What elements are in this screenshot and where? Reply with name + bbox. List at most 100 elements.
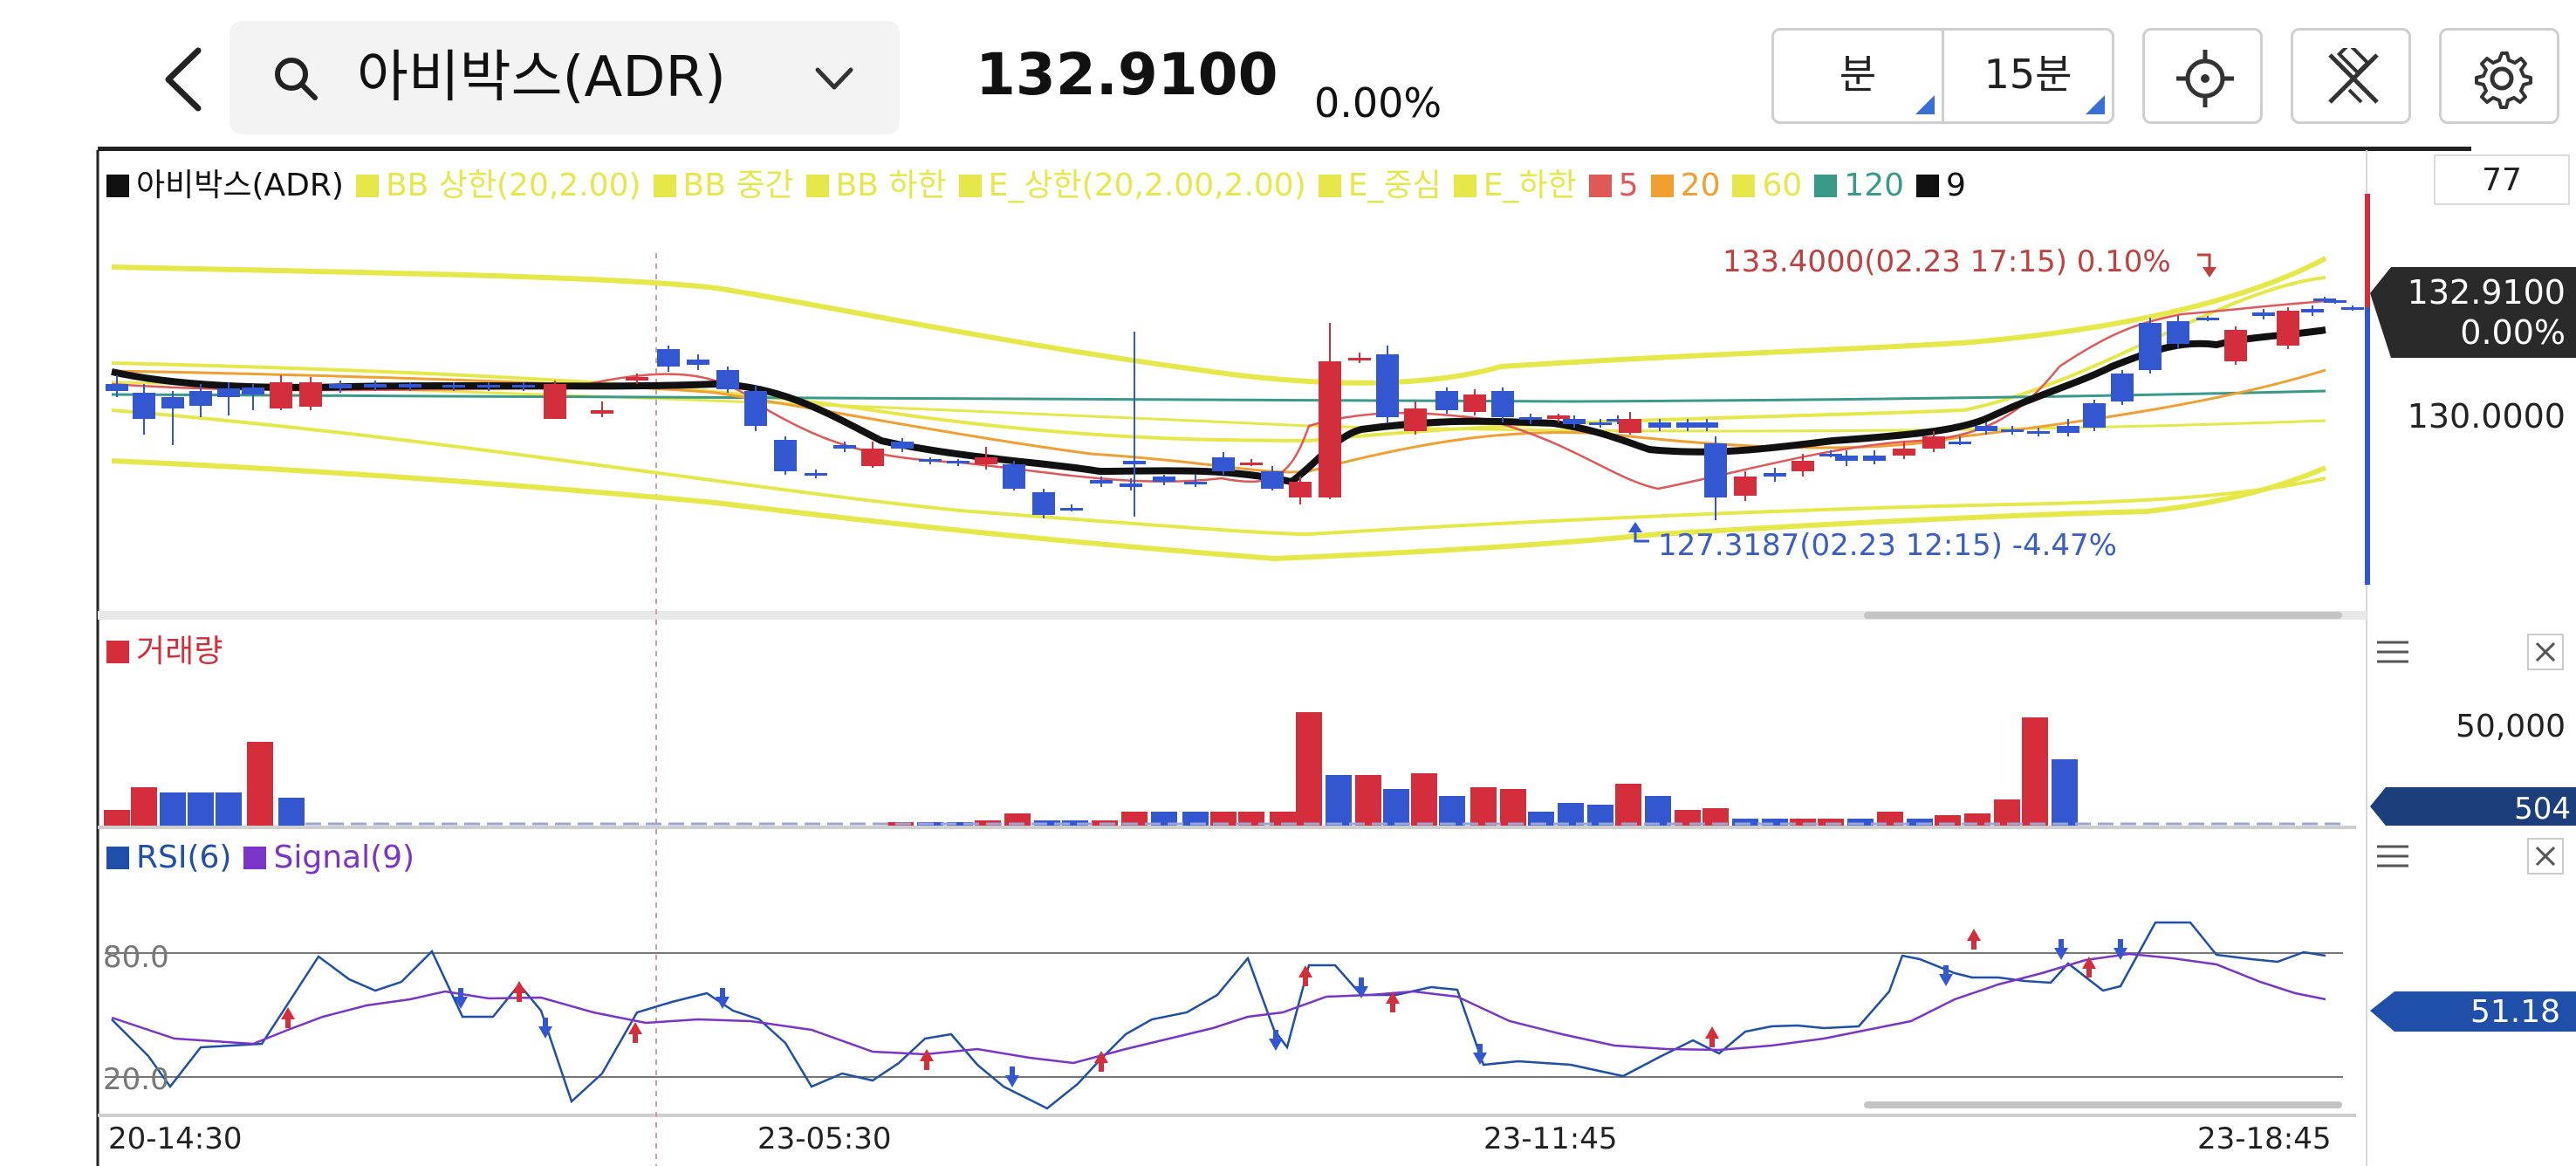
candle-body [161,397,184,408]
symbol-name: 아비박스(ADR) [357,45,726,110]
candle-body [975,457,997,464]
candle-body [861,449,884,466]
rsi-legend-swatch [106,847,129,869]
legend-item: BB 상한(20,2.00) [355,164,641,208]
candle-body [364,384,387,388]
buy-arrow-icon [281,1007,295,1028]
legend-item: E_중심 [1318,164,1442,208]
candle-body [2196,318,2219,320]
rsi-legend-label: RSI(6) [136,840,232,875]
x-axis-label: 20-14:30 [108,1121,243,1156]
candle-body [1289,482,1312,497]
rsi-level-20-label: 20.0 [103,1062,169,1097]
candle-body [1764,473,1786,477]
legend-item: BB 하한 [805,164,947,208]
candle-body [1863,456,1886,461]
volume-legend-swatch [106,641,129,663]
close-icon[interactable] [2527,838,2564,874]
low-annotation-arrow-icon [1628,522,1642,532]
candle-body [774,440,797,471]
candle-body [1463,394,1486,412]
signal-legend-label: Signal(9) [273,840,415,875]
volume-bar [1182,812,1209,826]
sell-arrow-icon [2054,939,2068,960]
period-value-select[interactable]: 15분 [1942,28,2114,124]
candle-body [1261,471,1284,489]
volume-bar [1675,810,1701,826]
legend-swatch [653,175,676,197]
main-panel-scrollbar-track [98,611,2367,620]
ma-120-line [111,389,2326,403]
symbol-search-box[interactable]: 아비박스(ADR) [230,21,900,134]
sell-arrow-icon [1354,977,1368,998]
volume-bar [247,742,273,826]
candle-body [512,385,535,388]
current-price-badge-value: 132.9100 [2408,273,2566,312]
volume-current-badge [2370,787,2576,826]
close-icon[interactable] [2527,634,2564,670]
candle-body [591,410,613,414]
buy-arrow-icon [628,1022,642,1043]
high-price-annotation: 133.4000(02.23 17:15) 0.10% [1723,244,2171,279]
candle-body [805,473,827,476]
candle-body [2139,323,2162,370]
volume-bar [1121,812,1148,826]
legend-item: 120 [1814,164,1904,208]
candle-body [133,393,155,419]
legend-item: 20 [1650,164,1720,208]
candle-body [1435,391,1458,410]
rsi-panel-scrollbar-thumb[interactable] [1864,1101,2342,1108]
candle-body [947,461,969,463]
volume-bar [1355,775,1381,826]
period-unit-label: 분 [1839,51,1877,98]
volume-bar [2052,759,2078,826]
chevron-down-icon[interactable] [812,61,856,96]
volume-bar [1790,819,1816,826]
top-bar: 아비박스(ADR) 132.9100 0.00% 분 15분 [0,0,2576,148]
signal-legend-swatch [243,847,267,869]
volume-bar [1296,712,1322,826]
candle-body [1547,415,1570,419]
main-panel-scrollbar-thumb[interactable] [1864,612,2342,619]
candle-body [544,384,566,419]
legend-swatch [805,175,829,197]
sell-arrow-icon [1269,1030,1283,1051]
candle-body [1319,361,1341,497]
candle-body [1819,454,1842,456]
current-price: 132.9100 [976,41,1278,108]
volume-bar [947,822,973,826]
candle-body [1153,477,1175,482]
sell-arrow-icon [1473,1044,1487,1065]
settings-button[interactable] [2439,28,2559,124]
drawing-tools-button[interactable] [2291,28,2411,124]
candle-body [1376,354,1399,417]
candle-body [2252,312,2275,316]
candle-body [329,384,352,388]
crosshair-button[interactable] [2142,28,2263,124]
candle-body [1696,422,1718,428]
volume-bar [1062,820,1088,826]
dropdown-corner-icon [2086,95,2105,114]
legend-label: E_상한(20,2.00,2.00) [988,168,1306,203]
candle-body [2111,374,2134,401]
volume-bar [1326,775,1352,826]
legend-label: 60 [1762,168,1803,203]
drawing-tools-icon [2328,48,2379,104]
hamburger-menu-icon[interactable] [2375,639,2410,665]
candle-body [477,385,500,388]
volume-bar [1615,784,1641,826]
buy-arrow-icon [1967,929,1981,950]
candle-body [1835,456,1858,461]
candle-body [442,385,465,388]
candle-body [744,391,767,426]
rsi-signal-line [111,952,2326,1065]
back-button[interactable] [153,40,214,119]
buy-arrow-icon [1094,1051,1108,1072]
candle-body [1893,449,1915,456]
legend-swatch [1650,175,1674,197]
hamburger-menu-icon[interactable] [2375,843,2410,869]
legend-label: BB 상한(20,2.00) [385,168,641,203]
volume-bar [1411,773,1437,826]
candle-body [1060,508,1083,511]
